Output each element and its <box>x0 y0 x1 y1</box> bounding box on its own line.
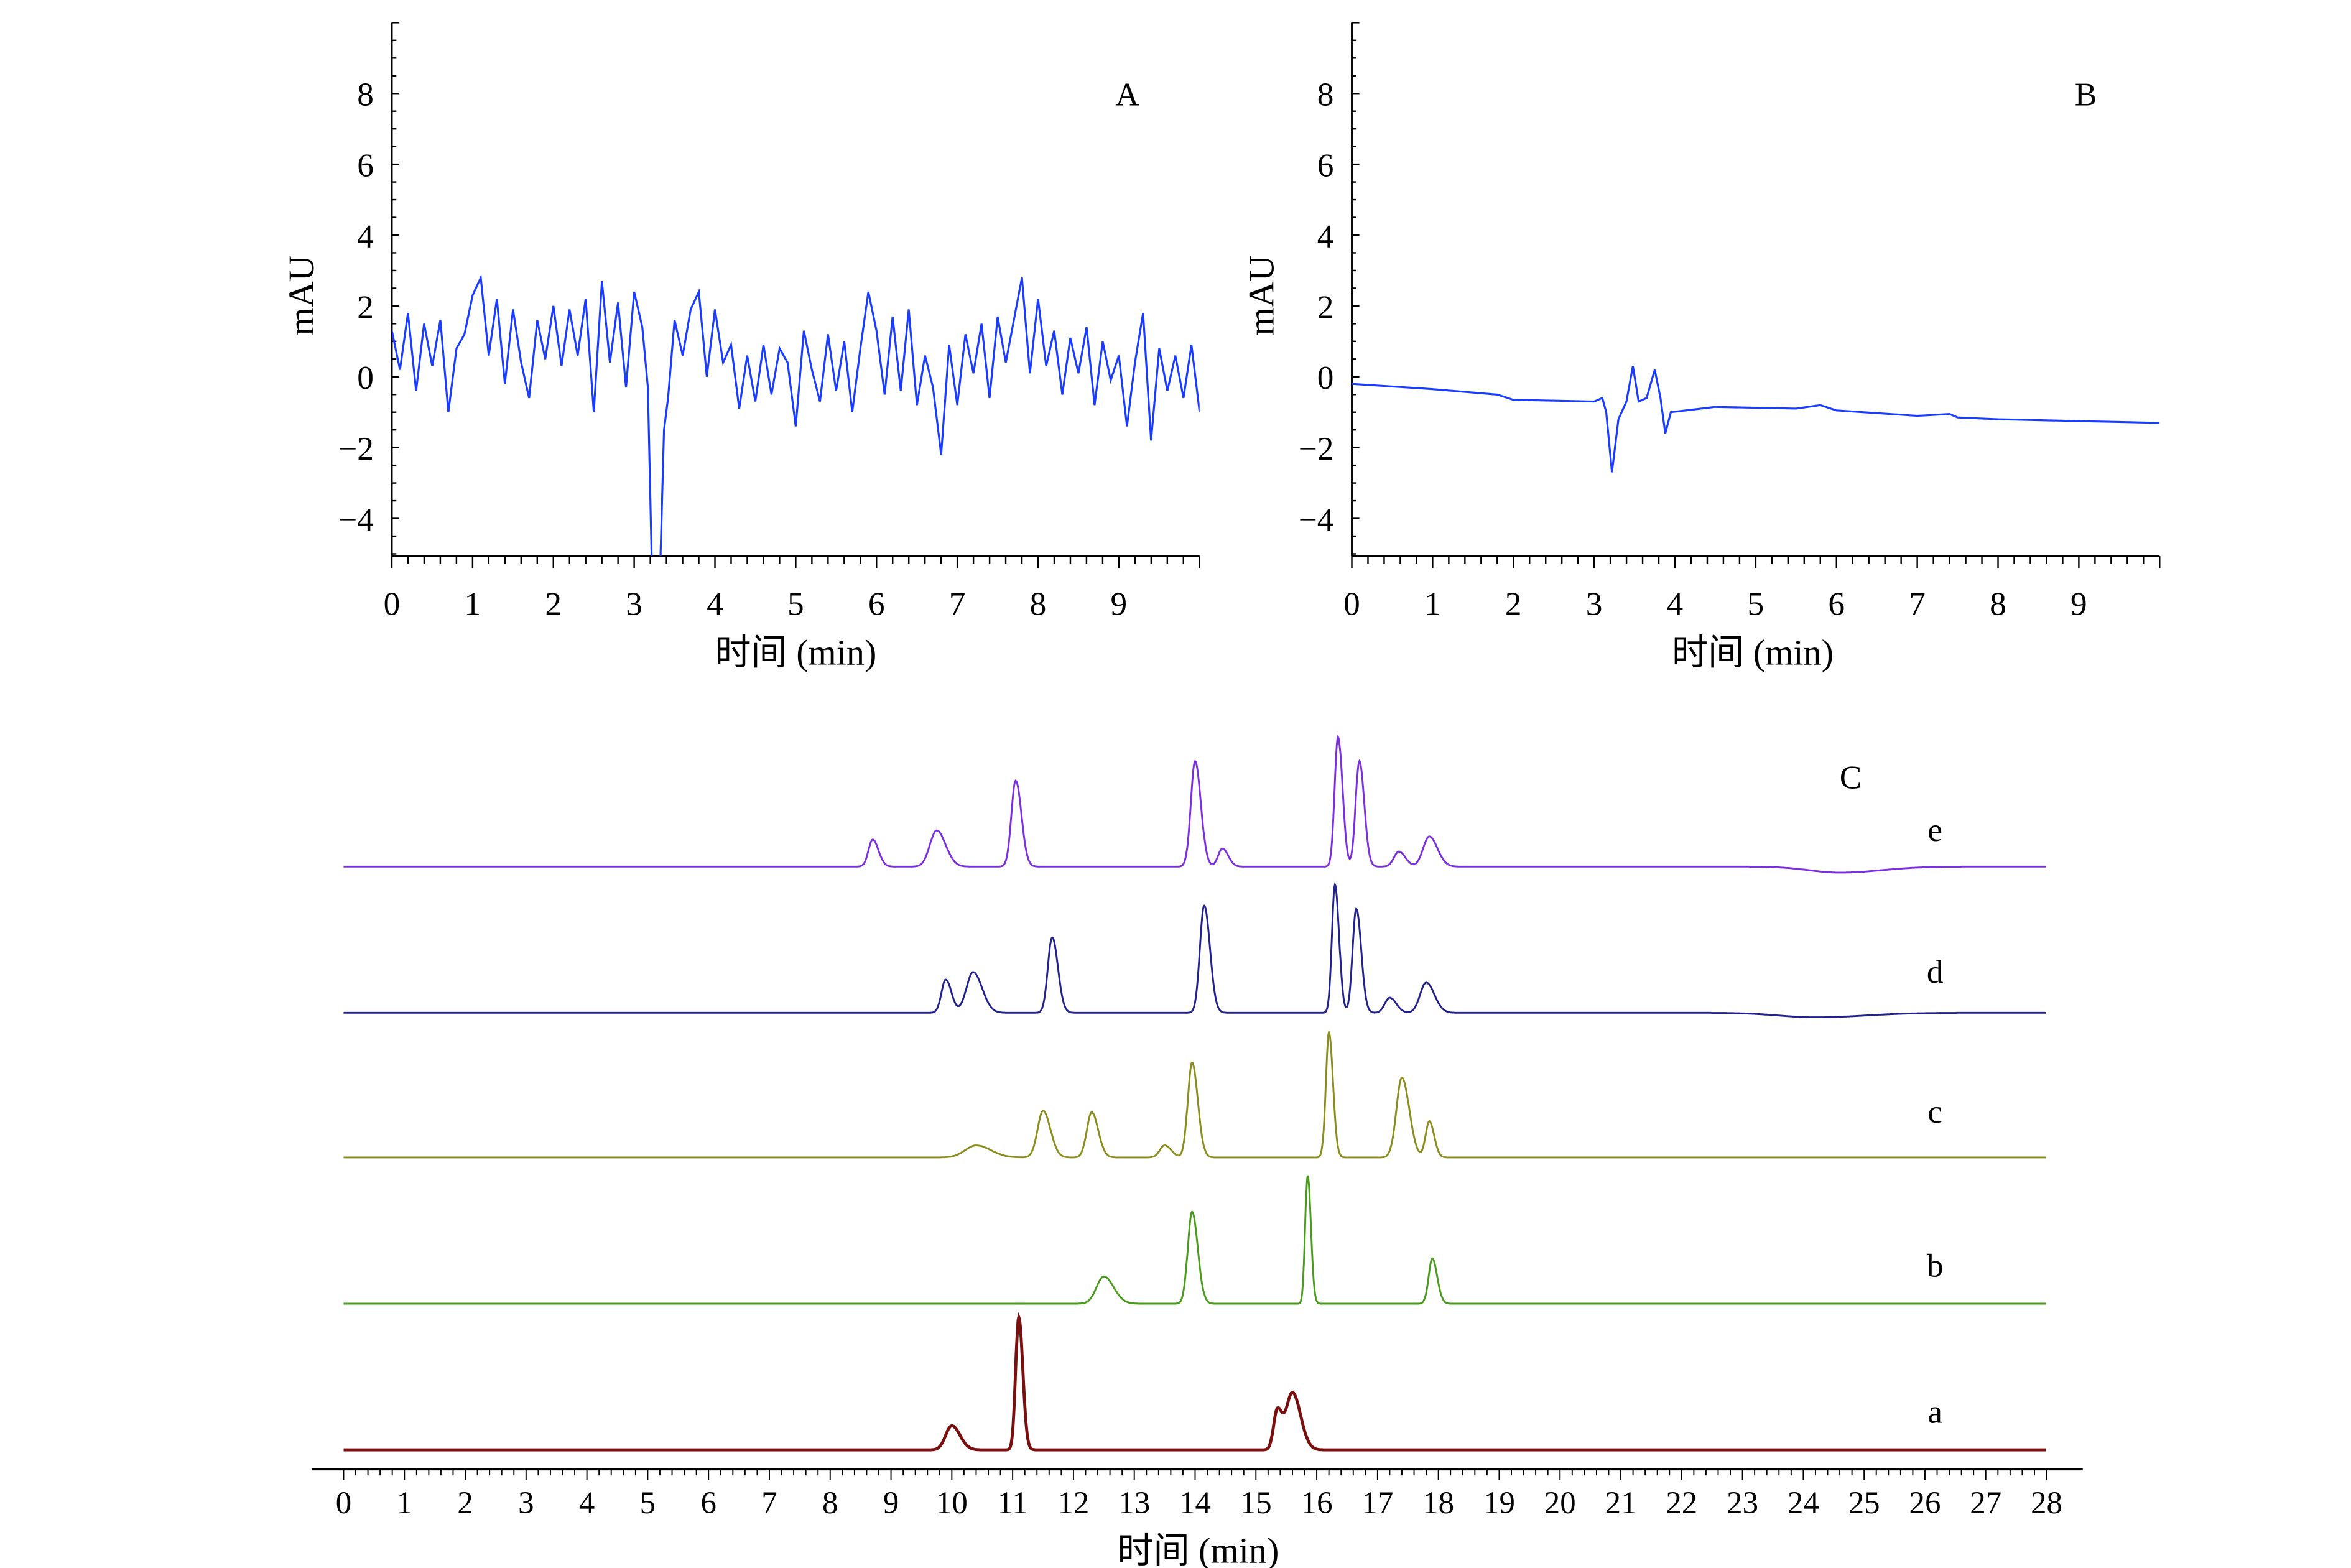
panel-b-label: B <box>2075 77 2097 113</box>
panel-a-x-tick-label: 6 <box>868 586 885 623</box>
panel-c-x-tick-label: 1 <box>397 1486 412 1521</box>
panel-c-x-tick-label: 0 <box>336 1486 351 1521</box>
panel-a: A 时间 (min) mAU −4 −2 0 2 4 6 8 0 1 2 3 4 5 6 7 8 9 <box>281 22 1200 673</box>
panel-b-y-tick-label: 0 <box>1317 360 1334 396</box>
panel-b-x-tick-label: 9 <box>2070 586 2087 623</box>
panel-b-y-tick-label: 6 <box>1317 147 1334 184</box>
panel-c-x-tick-label: 18 <box>1422 1486 1454 1521</box>
panel-c-x-tick-label: 27 <box>1970 1486 2001 1521</box>
panel-c-x-tick-label: 14 <box>1179 1486 1211 1521</box>
panel-c-x-tick-label: 20 <box>1544 1486 1576 1521</box>
trace-label-b: b <box>1927 1247 1944 1284</box>
panel-a-x-tick-label: 4 <box>707 586 723 623</box>
panel-c-x-tick-label: 24 <box>1788 1486 1819 1521</box>
panel-b-y-tick-label: 4 <box>1317 218 1334 254</box>
panel-c-x-tick-label: 15 <box>1240 1486 1272 1521</box>
panel-b-x-tick-label: 5 <box>1748 586 1764 623</box>
panel-a-x-tick-label: 2 <box>545 586 562 623</box>
panel-c-x-tick-label: 12 <box>1057 1486 1089 1521</box>
panel-a-y-tick-label: 0 <box>357 360 374 396</box>
panel-b-x-tick-label: 7 <box>1909 586 1926 623</box>
panel-b-ylabel: mAU <box>1241 255 1282 335</box>
panel-b-x-tick-label: 6 <box>1828 586 1845 623</box>
panel-a-x-tick-label: 3 <box>626 586 642 623</box>
panel-b-xlabel: 时间 (min) <box>1672 633 1834 673</box>
trace-line-c <box>343 1029 2046 1159</box>
panel-a-y-tick-label: 8 <box>357 77 374 113</box>
panel-c-x-tick-label: 25 <box>1848 1486 1880 1521</box>
panel-c-x-tick-label: 5 <box>640 1486 656 1521</box>
panel-b-x-tick-label: 0 <box>1343 586 1360 623</box>
panel-c-x-tick-label: 22 <box>1666 1486 1697 1521</box>
trace-line-a <box>343 1312 2046 1452</box>
panel-c-x-tick-label: 23 <box>1727 1486 1758 1521</box>
panel-b-series-line <box>1352 366 2160 473</box>
trace-label-a: a <box>1927 1393 1942 1430</box>
panel-a-y-tick-label: 2 <box>357 289 374 325</box>
panel-a-label: A <box>1115 77 1139 113</box>
panel-c-x-tick-label: 2 <box>457 1486 473 1521</box>
panel-b-y-tick-label: −4 <box>1299 501 1334 538</box>
panel-c-x-tick-label: 8 <box>822 1486 838 1521</box>
panel-a-x-tick-label: 8 <box>1030 586 1047 623</box>
panel-a-series-line <box>392 274 1200 557</box>
panel-c-x-tick-label: 9 <box>883 1486 899 1521</box>
panel-c-label: C <box>1840 759 1862 796</box>
panel-c-x-tick-label: 11 <box>998 1486 1028 1521</box>
panel-c-x-tick-label: 13 <box>1118 1486 1150 1521</box>
panel-c-x-tick-label: 7 <box>761 1486 777 1521</box>
panel-a-ylabel: mAU <box>281 255 322 335</box>
panel-b-y-tick-label: −2 <box>1299 430 1334 467</box>
panel-c-x-tick-label: 21 <box>1605 1486 1637 1521</box>
panel-c-x-tick-label: 6 <box>700 1486 716 1521</box>
panel-a-x-tick-label: 0 <box>384 586 401 623</box>
trace-line-b <box>343 1175 2046 1305</box>
trace-label-d: d <box>1927 953 1944 990</box>
panel-c-xlabel: 时间 (min) <box>1117 1531 1279 1568</box>
trace-label-e: e <box>1927 812 1942 848</box>
trace-line-e <box>343 734 2046 874</box>
panel-b-x-tick-label: 2 <box>1505 586 1522 623</box>
panel-c-x-tick-label: 19 <box>1483 1486 1515 1521</box>
panel-b-x-tick-label: 8 <box>1990 586 2006 623</box>
panel-b-x-tick-label: 1 <box>1424 586 1441 623</box>
panel-b-y-tick-label: 8 <box>1317 77 1334 113</box>
panel-a-x-tick-label: 7 <box>949 586 966 623</box>
panel-b-y-tick-label: 2 <box>1317 289 1334 325</box>
panel-a-x-tick-label: 5 <box>787 586 804 623</box>
panel-c-x-tick-label: 17 <box>1361 1486 1393 1521</box>
trace-line-d <box>343 881 2046 1019</box>
panel-a-y-tick-label: 6 <box>357 147 374 184</box>
trace-label-c: c <box>1927 1093 1942 1130</box>
panel-a-x-tick-label: 9 <box>1111 586 1128 623</box>
panel-b-x-tick-label: 4 <box>1667 586 1684 623</box>
panel-c-x-tick-label: 3 <box>518 1486 534 1521</box>
panel-c-x-tick-label: 26 <box>1909 1486 1941 1521</box>
panel-c-x-tick-label: 28 <box>2031 1486 2062 1521</box>
panel-c-x-tick-label: 10 <box>936 1486 968 1521</box>
panel-a-y-tick-label: −4 <box>338 501 374 538</box>
panel-b: B 时间 (min) mAU −4 −2 0 2 4 6 8 0 1 2 3 4 5 6 7 8 9 <box>1241 22 2161 673</box>
panel-c-x-tick-label: 16 <box>1301 1486 1333 1521</box>
panel-b-x-tick-label: 3 <box>1586 586 1603 623</box>
panel-a-x-tick-label: 1 <box>465 586 481 623</box>
panel-c-x-tick-label: 4 <box>579 1486 595 1521</box>
panel-a-xlabel: 时间 (min) <box>715 633 876 673</box>
panel-a-y-tick-label: 4 <box>357 218 374 254</box>
panel-a-y-tick-label: −2 <box>338 430 374 467</box>
panel-c: C 时间 (min) e d c b a 0 1 2 3 4 5 6 7 8 9 10 11 12 13 1… <box>312 734 2083 1568</box>
